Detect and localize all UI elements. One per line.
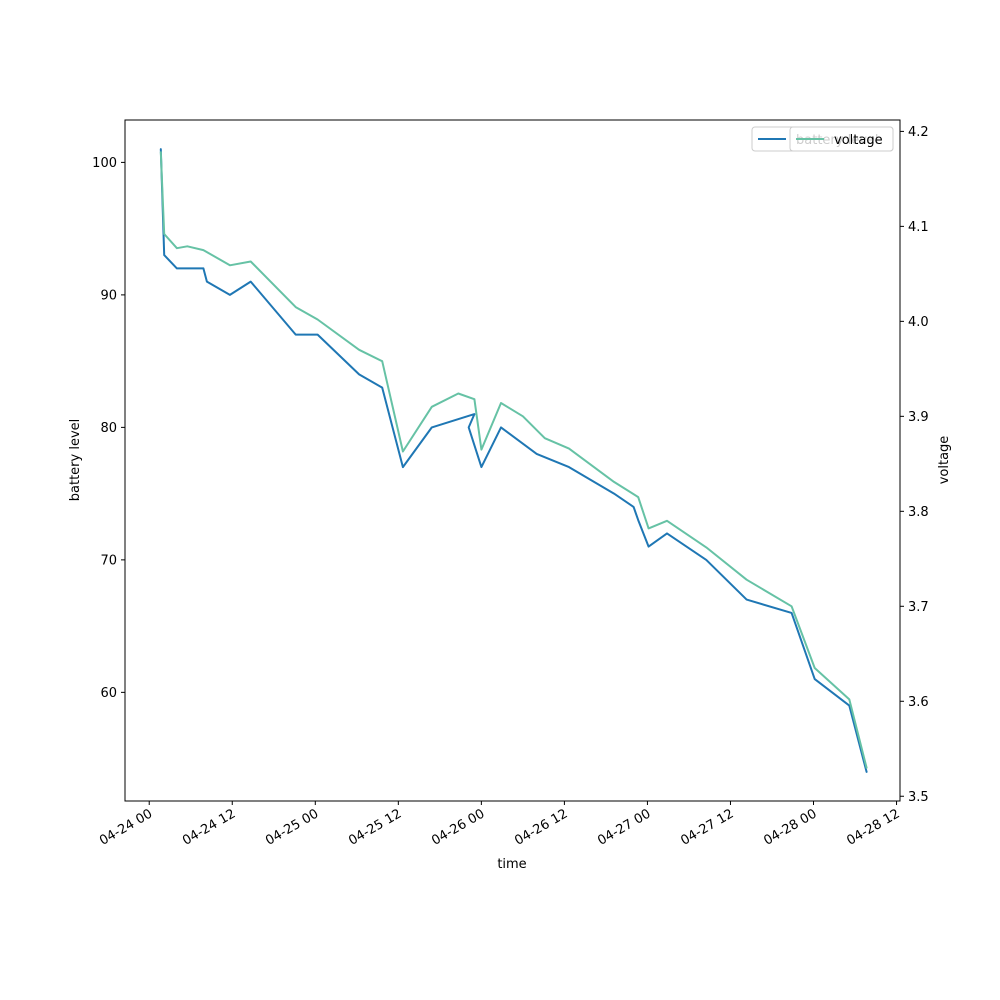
- x-tick-label: 04-25 00: [263, 806, 321, 848]
- right-tick-label: 3.5: [908, 790, 929, 805]
- x-axis-title: time: [497, 857, 526, 872]
- series-line-voltage: [159, 151, 868, 769]
- right-tick-label: 3.9: [908, 410, 929, 425]
- left-tick-label: 90: [100, 288, 117, 303]
- x-axis-ticks: 04-24 00 04-24 12 04-25 00 04-25 12 04-26 00…: [97, 801, 903, 849]
- right-tick-label: 3.8: [908, 505, 929, 520]
- right-axis-ticks: 3.5 3.6 3.7 3.8 3.9 4.0 4.1 4.2: [900, 125, 929, 805]
- x-tick-label: 04-26 12: [512, 806, 570, 848]
- right-tick-label: 4.2: [908, 125, 929, 140]
- series-layer: [159, 148, 868, 773]
- x-tick-label: 04-25 12: [346, 806, 404, 848]
- left-axis-title: battery level: [68, 419, 83, 502]
- x-tick-label: 04-26 00: [429, 806, 487, 848]
- right-tick-label: 3.7: [908, 600, 929, 615]
- x-tick-label: 04-24 12: [180, 806, 238, 848]
- left-tick-label: 80: [100, 421, 117, 436]
- left-tick-label: 60: [100, 686, 117, 701]
- x-tick-label: 04-27 00: [595, 806, 653, 848]
- right-tick-label: 3.6: [908, 695, 929, 710]
- legend-box: [789, 126, 894, 152]
- legend-voltage: voltage: [789, 126, 894, 152]
- plot-area: [124, 119, 901, 802]
- legend-label: voltage: [834, 133, 883, 148]
- left-tick-label: 70: [100, 553, 117, 568]
- right-tick-label: 4.0: [908, 315, 929, 330]
- x-tick-label: 04-24 00: [97, 806, 155, 848]
- axes-frame: [124, 119, 901, 802]
- series-line-battery-level: [159, 148, 868, 773]
- right-axis-title: voltage: [937, 436, 952, 485]
- right-tick-label: 4.1: [908, 220, 929, 235]
- x-tick-label: 04-28 12: [844, 806, 902, 848]
- left-axis-ticks: 60 70 80 90 100: [92, 156, 125, 701]
- x-tick-label: 04-27 12: [678, 806, 736, 848]
- x-tick-label: 04-28 00: [761, 806, 819, 848]
- left-tick-label: 100: [92, 156, 117, 171]
